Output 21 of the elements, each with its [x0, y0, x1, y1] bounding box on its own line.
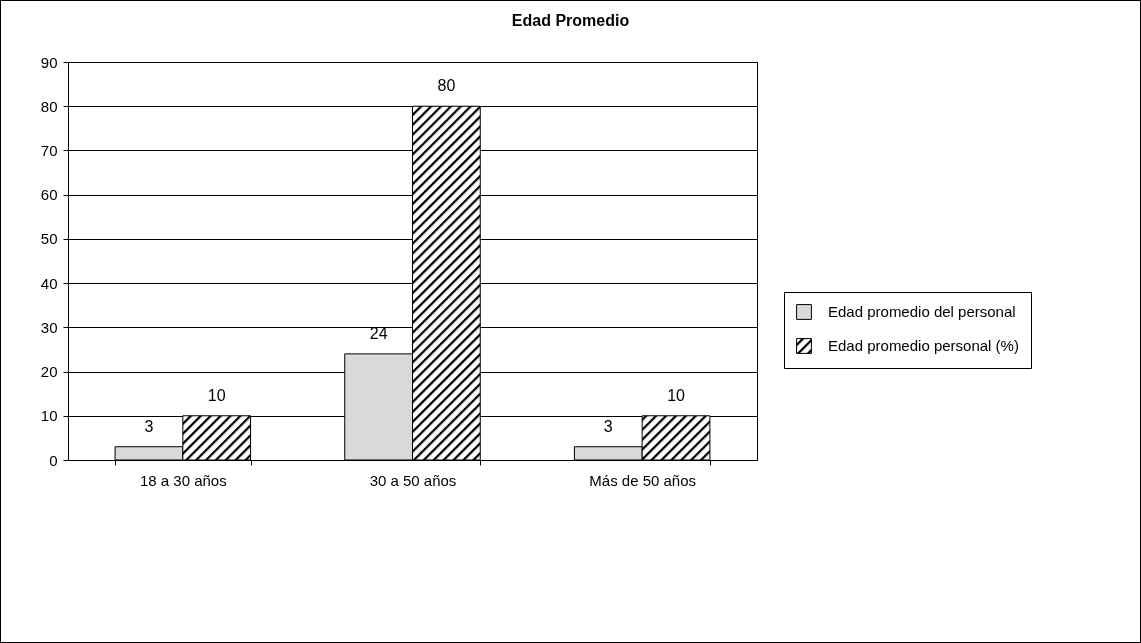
- data-label: 3: [603, 417, 613, 435]
- x-tick-label: 30 a 50 años: [369, 471, 457, 489]
- data-label: 10: [667, 386, 686, 404]
- x-tick-label: 18 a 30 años: [139, 471, 227, 489]
- data-label: 3: [144, 417, 154, 435]
- x-tick-label: Más de 50 años: [589, 471, 697, 489]
- y-tick-label: 80: [40, 97, 58, 115]
- y-tick-label: 90: [40, 53, 58, 71]
- data-label: 10: [207, 386, 226, 404]
- legend-label: Edad promedio del personal: [828, 303, 1016, 320]
- y-tick-label: 60: [40, 186, 58, 204]
- y-tick-label: 50: [40, 230, 58, 248]
- legend-label: Edad promedio personal (%): [828, 337, 1019, 354]
- y-tick-label: 0: [49, 451, 58, 469]
- y-tick-label: 70: [40, 141, 58, 159]
- data-label: 80: [437, 77, 456, 95]
- y-tick-label: 30: [40, 318, 58, 336]
- y-tick-label: 10: [40, 407, 58, 425]
- chart-title: Edad Promedio: [511, 12, 630, 29]
- y-tick-label: 40: [40, 274, 58, 292]
- y-tick-label: 20: [40, 363, 58, 381]
